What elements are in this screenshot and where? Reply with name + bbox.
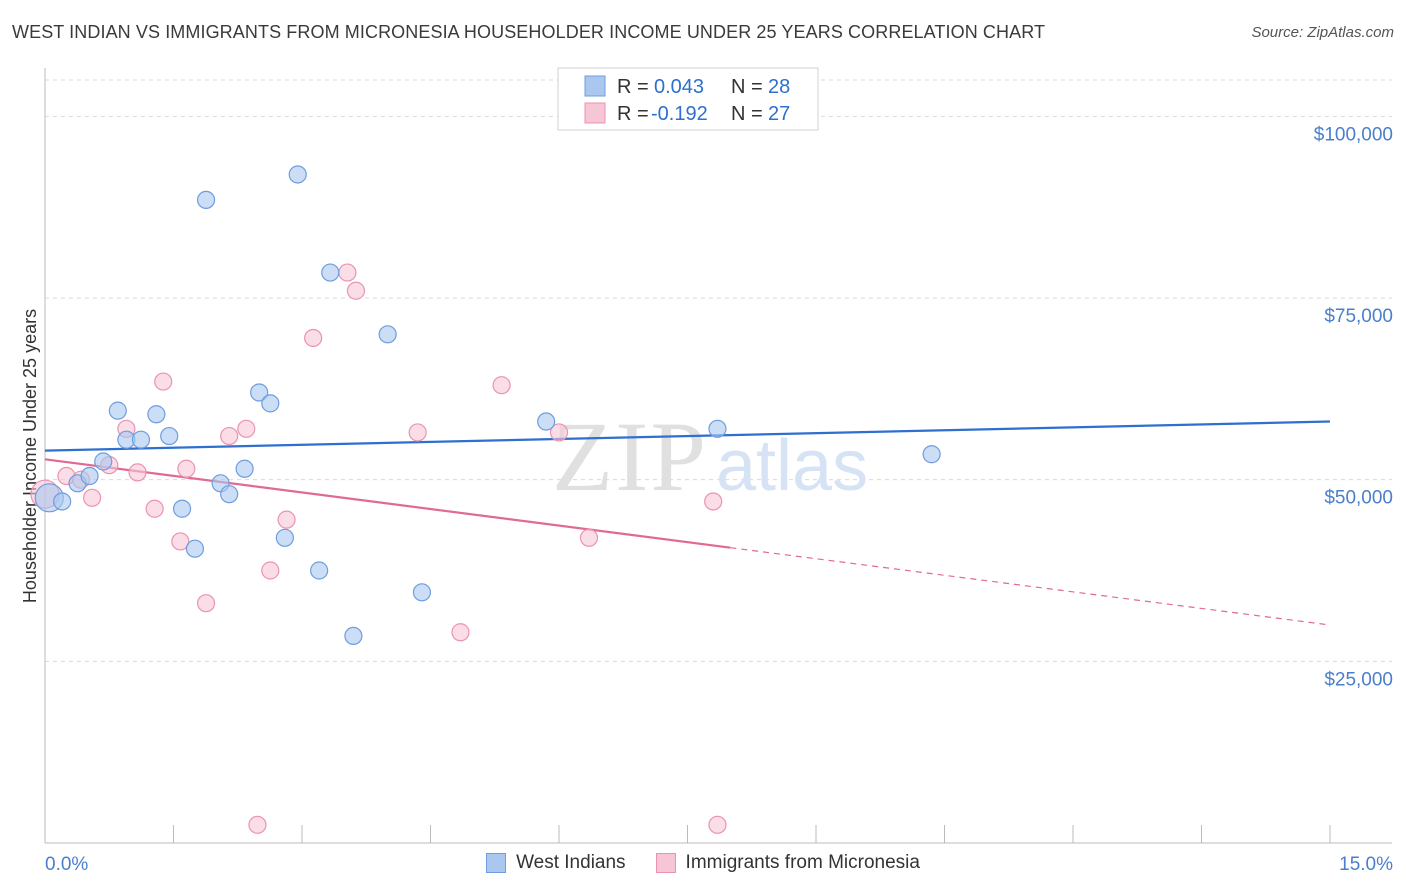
- trend-line-1: [44, 458, 731, 549]
- watermark-zip: ZIP: [552, 401, 708, 512]
- chart-source: Source: ZipAtlas.com: [1251, 24, 1394, 41]
- west-indians-point-27: [922, 445, 941, 464]
- west-indians-point-9: [160, 426, 179, 446]
- micronesia-point-11: [196, 594, 216, 613]
- legend-r-value-1: -0.192: [651, 103, 708, 125]
- micronesia-point-17: [304, 328, 323, 348]
- y-axis-label: Householder Income Under 25 years: [20, 309, 40, 603]
- west-indians-point-21: [321, 263, 340, 282]
- legend-swatch-pink: [584, 102, 606, 124]
- west-indians-point-25: [537, 412, 556, 431]
- correlation-legend: R = 0.043 N = 28 R = -0.192 N = 27: [557, 67, 819, 131]
- micronesia-point-26: [708, 815, 727, 834]
- legend-item-micronesia: Immigrants from Micronesia: [655, 852, 920, 874]
- west-indians-point-8: [147, 405, 166, 424]
- micronesia-point-6: [128, 463, 147, 482]
- west-indians-point-26: [708, 419, 727, 438]
- trend-lines: [44, 420, 1331, 626]
- x-tick-labels: 0.0% 15.0%: [45, 854, 1393, 875]
- chart-title: WEST INDIAN VS IMMIGRANTS FROM MICRONESI…: [12, 22, 1046, 42]
- west-indians-point-10: [172, 499, 192, 518]
- legend-r-label-0: R =: [617, 76, 649, 98]
- west-indians-point-11: [185, 539, 205, 558]
- micronesia-point-20: [408, 423, 427, 442]
- west-indians-point-4: [94, 452, 113, 471]
- micronesia-point-13: [237, 419, 256, 438]
- y-tick-labels: $25,000 $50,000 $75,000 $100,000: [1314, 124, 1393, 690]
- axes: [44, 68, 1392, 844]
- legend-item-west-indians: West Indians: [486, 852, 626, 874]
- y-tick-label-2: $75,000: [1324, 306, 1393, 327]
- west-indians-point-7: [131, 430, 151, 449]
- trend-line-dashed-1: [730, 547, 1331, 626]
- west-indians-point-12: [196, 190, 216, 209]
- watermark-atlas: atlas: [716, 426, 868, 506]
- west-indians-point-14: [220, 485, 239, 504]
- x-tick-label-1: 15.0%: [1339, 854, 1393, 875]
- west-indians-point-5: [108, 401, 127, 420]
- west-indians-point-3: [80, 466, 99, 486]
- legend-n-value-0: 28: [768, 76, 790, 98]
- y-tick-label-0: $25,000: [1324, 669, 1393, 690]
- micronesia-point-9: [171, 532, 190, 551]
- legend-swatch-micronesia: [655, 853, 676, 873]
- west-indians-point-16: [250, 383, 269, 402]
- series-west-indians-points: [34, 165, 941, 646]
- series-micronesia-points: [30, 263, 727, 834]
- micronesia-point-23: [549, 423, 569, 442]
- west-indians-point-23: [378, 325, 397, 344]
- zipatlas-watermark: ZIP atlas: [552, 401, 868, 512]
- legend-n-label-0: N =: [731, 76, 763, 98]
- west-indians-point-15: [235, 459, 254, 478]
- west-indians-point-22: [344, 626, 363, 646]
- x-tick-label-0: 0.0%: [45, 854, 88, 875]
- west-indians-point-1: [53, 492, 72, 511]
- micronesia-point-14: [248, 815, 267, 834]
- micronesia-point-16: [277, 510, 296, 529]
- gridlines: [45, 79, 1392, 662]
- west-indians-point-18: [275, 528, 294, 547]
- micronesia-point-18: [338, 263, 357, 282]
- micronesia-point-24: [579, 528, 599, 547]
- legend-n-label-1: N =: [731, 103, 763, 125]
- micronesia-point-8: [154, 372, 173, 391]
- legend-swatch-blue: [584, 75, 606, 97]
- micronesia-point-22: [492, 376, 511, 395]
- series-legend: West Indians Immigrants from Micronesia: [0, 852, 1406, 874]
- y-tick-label-3: $100,000: [1314, 124, 1393, 145]
- micronesia-point-19: [346, 281, 366, 300]
- legend-swatch-west-indians: [486, 853, 507, 873]
- west-indians-point-24: [412, 583, 432, 602]
- west-indians-point-17: [261, 394, 280, 413]
- west-indians-point-20: [310, 561, 329, 580]
- west-indians-point-19: [288, 165, 307, 184]
- micronesia-point-10: [177, 459, 196, 478]
- legend-label-micronesia: Immigrants from Micronesia: [685, 852, 920, 873]
- legend-r-label-1: R =: [617, 103, 649, 125]
- micronesia-point-12: [220, 426, 239, 446]
- micronesia-point-21: [451, 623, 470, 642]
- legend-n-value-1: 27: [768, 103, 790, 125]
- micronesia-point-25: [704, 492, 723, 511]
- micronesia-point-15: [261, 561, 280, 580]
- micronesia-point-7: [145, 499, 164, 518]
- y-tick-label-1: $50,000: [1324, 488, 1393, 509]
- micronesia-point-3: [83, 488, 102, 507]
- legend-label-west-indians: West Indians: [516, 852, 626, 873]
- trend-line-0: [44, 420, 1331, 452]
- legend-r-value-0: 0.043: [654, 76, 704, 98]
